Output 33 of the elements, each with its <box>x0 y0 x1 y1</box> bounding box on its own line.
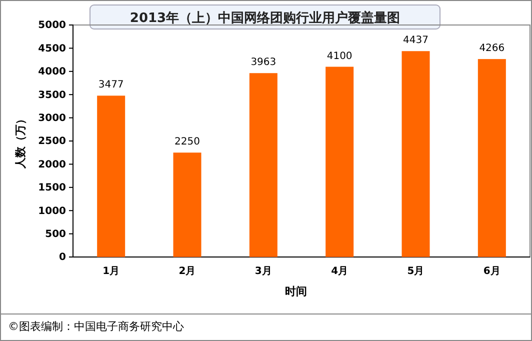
y-tick-label: 5000 <box>38 20 66 32</box>
x-tick-label: 1月 <box>102 266 120 278</box>
y-tick-label: 3500 <box>38 90 66 101</box>
x-tick-label: 6月 <box>483 266 500 278</box>
bar <box>402 51 430 257</box>
y-tick-label: 4000 <box>38 66 66 78</box>
data-label: 4266 <box>479 43 505 54</box>
x-tick-label: 4月 <box>331 266 348 278</box>
x-axis-title: 时间 <box>285 285 307 298</box>
y-tick-label: 1500 <box>38 182 66 194</box>
data-label: 4100 <box>326 50 352 62</box>
y-tick-label: 2500 <box>38 136 66 148</box>
bar <box>326 66 354 257</box>
bar <box>97 96 126 257</box>
text: ©图表编制：中国电子商务研究中心 <box>8 320 184 333</box>
bar <box>478 59 506 257</box>
x-tick-label: 3月 <box>254 266 272 278</box>
data-label: 3963 <box>250 57 276 68</box>
y-tick-label: 3000 <box>38 113 66 124</box>
y-tick-label: 0 <box>59 252 66 264</box>
bar <box>249 73 278 257</box>
y-tick-label: 4500 <box>38 43 66 54</box>
bar <box>173 152 202 257</box>
x-tick-label: 2月 <box>178 266 196 278</box>
x-tick-label: 5月 <box>407 266 424 278</box>
data-label: 3477 <box>98 80 124 91</box>
y-axis-title: 人数（万） <box>14 114 27 170</box>
y-tick-label: 1000 <box>38 206 66 217</box>
y-tick-label: 500 <box>45 229 66 240</box>
chart-title: 2013年（上）中国网络团购行业用户覆盖量图 <box>130 10 400 26</box>
data-label: 4437 <box>403 35 428 46</box>
y-tick-label: 2000 <box>38 159 66 170</box>
data-label: 2250 <box>174 136 200 148</box>
